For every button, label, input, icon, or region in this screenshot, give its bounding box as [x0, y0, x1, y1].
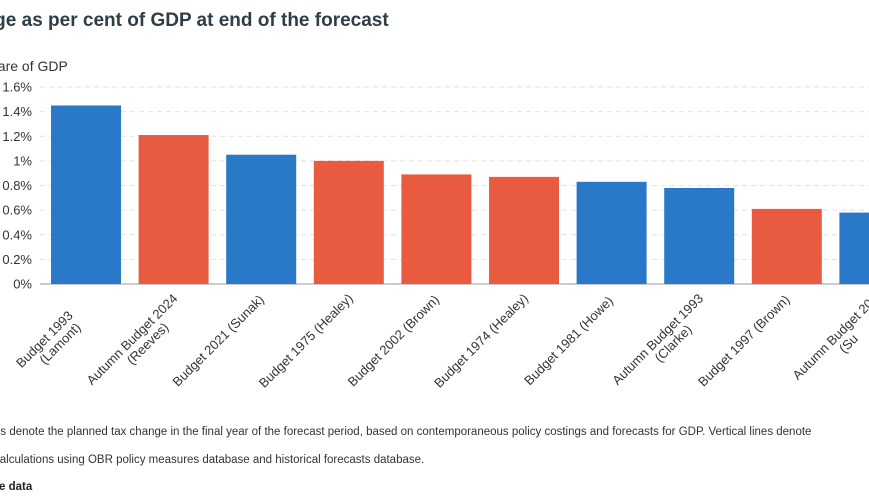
footnote-line-1: es denote the planned tax change in the … [0, 426, 812, 438]
chart-title: ange as per cent of GDP at end of the fo… [0, 10, 389, 31]
x-tick-label: Budget 1975 (Healey) [256, 291, 356, 391]
y-tick-label: 0.4% [2, 227, 32, 242]
bar[interactable] [138, 135, 209, 284]
bar-chart: 0% 0.2% 0.4% 0.6% 0.8% 1% 1.2% 1.4% 1.6% Budget … [2, 80, 869, 393]
y-tick-label: 0.2% [2, 252, 32, 267]
svg-text:Budget 2021 (Sunak): Budget 2021 (Sunak) [169, 292, 266, 389]
footnote-line-2: calculations using OBR policy measures d… [0, 454, 425, 466]
bar[interactable] [664, 187, 735, 284]
bar[interactable] [401, 174, 472, 284]
y-tick-label: 0.6% [2, 203, 32, 218]
y-tick-label: 1.6% [2, 80, 32, 95]
x-tick-label: Budget 1993(Lamont) [13, 308, 86, 381]
y-tick-label: 1.2% [2, 129, 32, 144]
get-data-link[interactable]: he data [0, 481, 33, 493]
y-tick-label: 1% [13, 153, 32, 168]
bar[interactable] [313, 160, 384, 284]
bar[interactable] [751, 208, 822, 284]
y-tick-label: 0% [13, 277, 32, 292]
bars [51, 105, 869, 284]
svg-text:Budget 1975 (Healey): Budget 1975 (Healey) [256, 291, 356, 391]
x-tick-label: Budget 1974 (Healey) [431, 291, 531, 391]
x-tick-label: Budget 1981 (Howe) [521, 293, 616, 388]
x-tick-label: Budget 2021 (Sunak) [169, 292, 266, 389]
x-tick-label: Budget 1997 (Brown) [695, 292, 792, 389]
x-tick-label: Autumn Budget 20(Su [789, 296, 869, 393]
y-axis-label: hare of GDP [0, 58, 68, 74]
y-tick-label: 0.8% [2, 178, 32, 193]
bar[interactable] [576, 181, 647, 284]
svg-text:Autumn Budget 20(Su: Autumn Budget 20(Su [789, 296, 869, 393]
bar[interactable] [839, 212, 869, 284]
svg-text:Budget 1993(Lamont): Budget 1993(Lamont) [13, 308, 86, 381]
bar[interactable] [226, 154, 297, 284]
x-axis-ticks: Budget 1993(Lamont) Autumn Budget 2024(Re… [13, 291, 869, 393]
svg-text:Budget 1974 (Healey): Budget 1974 (Healey) [431, 291, 531, 391]
x-tick-label: Budget 2002 (Brown) [345, 292, 442, 389]
svg-text:Budget 1997 (Brown): Budget 1997 (Brown) [695, 292, 792, 389]
bar[interactable] [51, 105, 121, 284]
bar[interactable] [489, 176, 559, 284]
y-axis-ticks: 0% 0.2% 0.4% 0.6% 0.8% 1% 1.2% 1.4% 1.6% [2, 80, 32, 292]
y-tick-label: 1.4% [2, 104, 32, 119]
svg-text:Budget 2002 (Brown): Budget 2002 (Brown) [345, 292, 442, 389]
svg-text:Budget 1981 (Howe): Budget 1981 (Howe) [521, 293, 616, 388]
